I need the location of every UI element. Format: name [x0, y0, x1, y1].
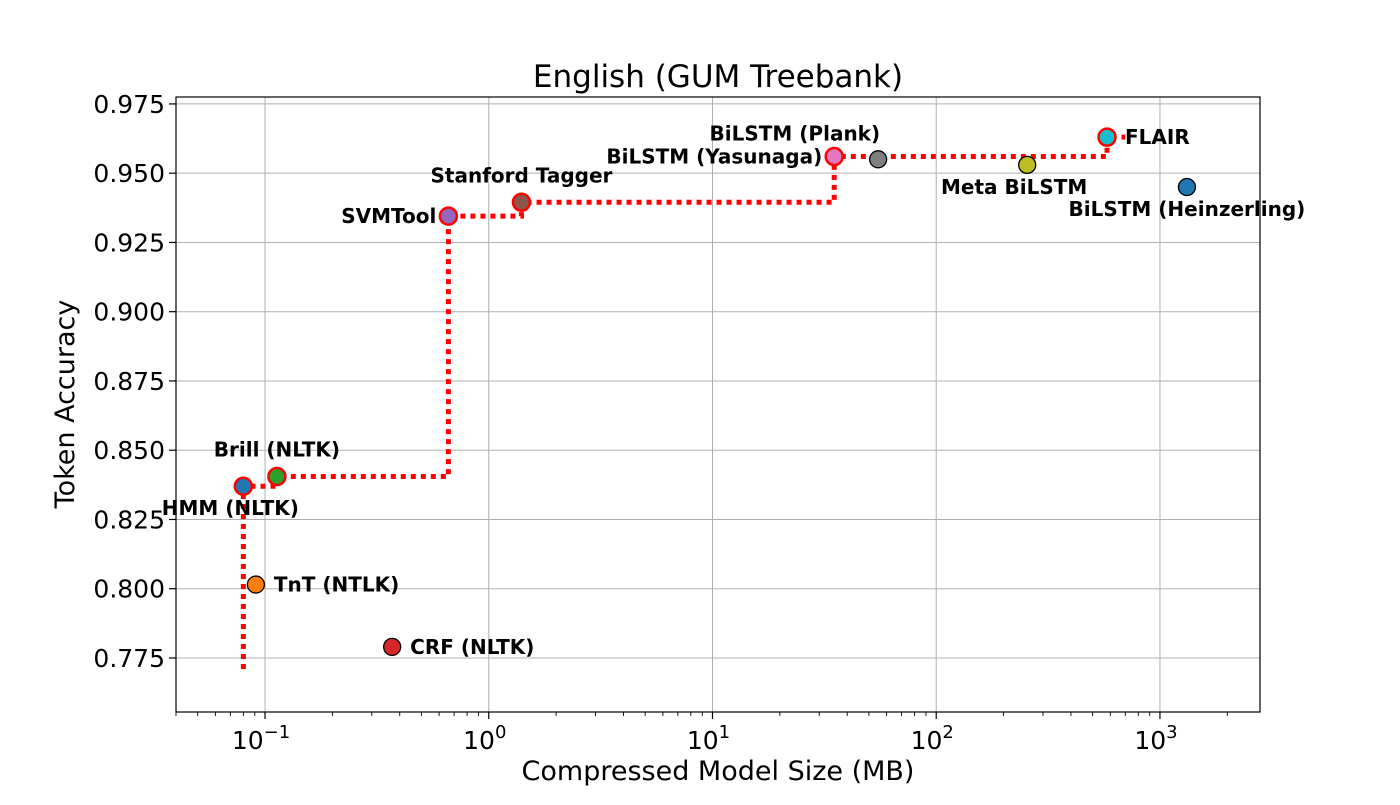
y-tick-label: 0.975: [93, 90, 165, 119]
data-point-label: Meta BiLSTM: [941, 175, 1087, 199]
x-tick-label: 100: [463, 722, 506, 755]
data-point: [383, 637, 402, 657]
y-tick-label: 0.775: [93, 644, 165, 673]
y-axis-label: Token Accuracy: [50, 300, 81, 510]
plot-frame: [175, 96, 1261, 713]
axis-ticks: 10−1 100 101 102 103 0.775 0.800 0.825 0.850 0.87…: [93, 90, 1228, 755]
y-tick-label: 0.875: [93, 367, 165, 396]
x-axis-label: Compressed Model Size (MB): [522, 756, 915, 787]
data-point-label: Brill (NLTK): [214, 438, 340, 462]
data-point-label: BiLSTM (Yasunaga): [606, 145, 822, 169]
data-point: [1177, 177, 1197, 197]
data-points-layer: [233, 127, 1197, 657]
pareto-frontier-line: [240, 134, 1126, 670]
data-point-label: SVMTool: [341, 204, 436, 228]
x-tick-label: 102: [911, 722, 954, 755]
pareto-frontier-layer: [240, 134, 1126, 670]
data-point: [1018, 155, 1037, 175]
data-point: [233, 476, 254, 496]
y-tick-label: 0.800: [93, 575, 165, 604]
point-labels-layer: HMM (NLTK) Brill (NLTK) TnT (NTLK) CRF (NLT…: [162, 121, 1306, 659]
data-point-label: Stanford Tagger: [431, 163, 613, 187]
data-point-label: BiLSTM (Heinzerling): [1069, 197, 1306, 221]
grid-lines: [176, 97, 1260, 712]
data-point-label: HMM (NLTK): [162, 496, 299, 520]
data-point: [511, 192, 532, 213]
y-tick-label: 0.825: [93, 505, 165, 534]
data-point: [1097, 127, 1117, 147]
data-point-label: CRF (NLTK): [410, 635, 534, 659]
data-point: [824, 146, 844, 167]
y-tick-label: 0.850: [93, 436, 165, 465]
x-tick-label: 10−1: [232, 722, 290, 755]
x-tick-label: 101: [687, 722, 730, 755]
data-point-label: TnT (NTLK): [274, 573, 399, 597]
chart-title: English (GUM Treebank): [533, 59, 903, 95]
y-tick-label: 0.925: [93, 228, 165, 257]
data-point-label: FLAIR: [1125, 125, 1190, 149]
x-tick-label: 103: [1134, 722, 1177, 755]
y-tick-label: 0.950: [93, 159, 165, 188]
y-tick-label: 0.900: [93, 298, 165, 327]
data-point-label: BiLSTM (Plank): [710, 121, 881, 145]
data-point: [438, 206, 459, 226]
data-point: [868, 150, 888, 169]
data-point: [246, 575, 266, 594]
data-point: [267, 466, 287, 487]
